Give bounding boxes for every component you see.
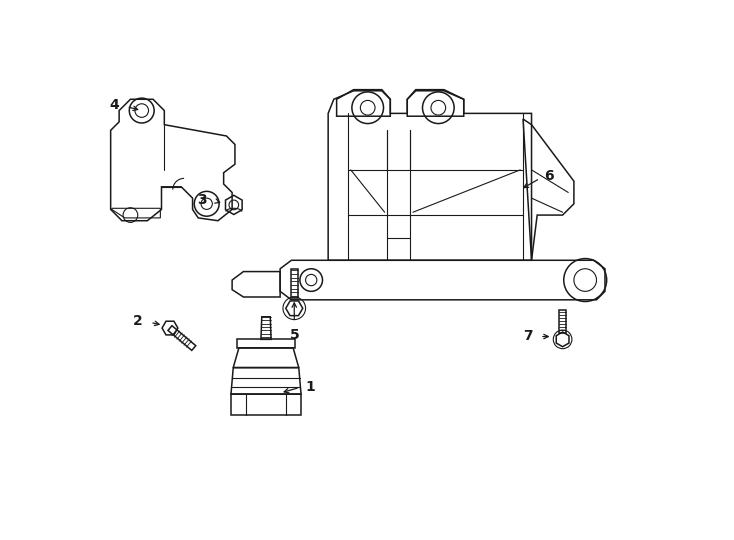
Text: 2: 2 <box>133 314 143 328</box>
Text: 3: 3 <box>197 193 207 207</box>
Text: 6: 6 <box>545 168 554 183</box>
Text: 1: 1 <box>305 380 316 394</box>
Text: 7: 7 <box>523 329 533 343</box>
Text: 4: 4 <box>109 98 119 112</box>
Text: 5: 5 <box>289 328 299 342</box>
